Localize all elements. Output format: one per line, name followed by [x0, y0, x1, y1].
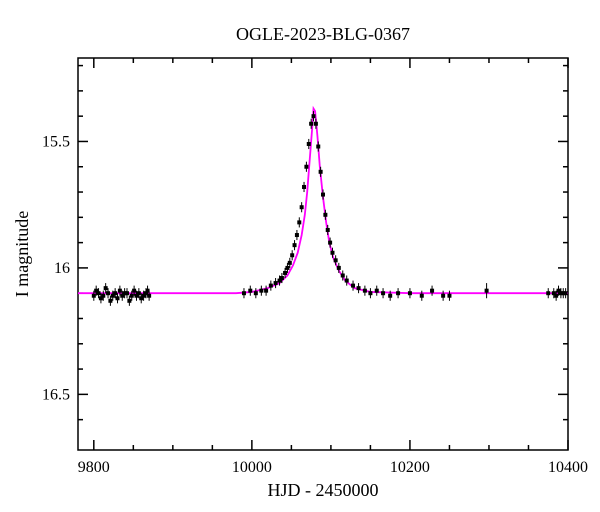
data-point: [295, 234, 298, 237]
data-point: [137, 292, 140, 295]
data-point: [109, 299, 112, 302]
plot-area: [78, 109, 568, 306]
data-point: [130, 294, 133, 297]
chart-svg: OGLE-2023-BLG-0367 9800 10000 10200 10400 15.…: [0, 0, 600, 512]
data-point: [300, 206, 303, 209]
data-point: [288, 261, 291, 264]
data-point: [146, 289, 149, 292]
y-tick-label: 16.5: [42, 386, 70, 403]
data-point: [352, 284, 355, 287]
data-point: [274, 282, 277, 285]
x-axis-label: HJD - 2450000: [268, 480, 379, 500]
data-point: [345, 279, 348, 282]
data-point: [104, 287, 107, 290]
data-point: [242, 292, 245, 295]
data-point: [133, 289, 136, 292]
data-point: [265, 289, 268, 292]
data-point: [564, 292, 567, 295]
data-point: [555, 294, 558, 297]
data-point: [389, 294, 392, 297]
y-axis-label: I magnitude: [12, 211, 32, 297]
data-point: [107, 292, 110, 295]
data-point: [397, 292, 400, 295]
data-point: [303, 185, 306, 188]
data-point: [126, 292, 129, 295]
data-point: [448, 294, 451, 297]
data-point: [305, 165, 308, 168]
data-point: [322, 193, 325, 196]
data-point: [310, 122, 313, 125]
data-point: [269, 284, 272, 287]
data-point: [369, 292, 372, 295]
data-point: [382, 292, 385, 295]
data-point: [326, 228, 329, 231]
chart-title: OGLE-2023-BLG-0367: [236, 24, 410, 44]
data-point: [114, 292, 117, 295]
data-point: [116, 297, 119, 300]
data-point: [92, 294, 95, 297]
lightcurve-chart: OGLE-2023-BLG-0367 9800 10000 10200 10400 15.…: [0, 0, 600, 512]
data-point: [317, 145, 320, 148]
data-point: [148, 294, 151, 297]
data-point: [341, 274, 344, 277]
x-tick-label: 10400: [548, 459, 588, 476]
data-point: [128, 299, 131, 302]
data-point: [260, 289, 263, 292]
data-point: [324, 213, 327, 216]
x-tick-label: 9800: [78, 459, 110, 476]
data-point: [420, 294, 423, 297]
data-point: [408, 292, 411, 295]
data-point: [254, 292, 257, 295]
data-point: [319, 170, 322, 173]
data-point: [547, 292, 550, 295]
data-point: [485, 289, 488, 292]
data-point: [284, 271, 287, 274]
data-point: [357, 287, 360, 290]
data-point: [331, 251, 334, 254]
data-point: [280, 277, 283, 280]
data-point: [293, 244, 296, 247]
data-point: [286, 266, 289, 269]
data-point: [431, 289, 434, 292]
data-point: [329, 241, 332, 244]
model-curve: [78, 109, 568, 294]
data-point: [291, 254, 294, 257]
data-point: [337, 266, 340, 269]
data-point: [102, 294, 105, 297]
plot-frame: [78, 58, 568, 450]
data-point: [312, 115, 315, 118]
data-point: [298, 221, 301, 224]
x-tick-label: 10000: [232, 459, 272, 476]
data-point: [307, 142, 310, 145]
data-point: [97, 292, 100, 295]
data-point: [249, 289, 252, 292]
x-tick-label: 10200: [390, 459, 430, 476]
data-point: [442, 294, 445, 297]
y-tick-label: 16: [54, 260, 70, 277]
data-point: [375, 289, 378, 292]
data-point: [334, 259, 337, 262]
data-point: [363, 289, 366, 292]
data-point: [118, 289, 121, 292]
y-tick-label: 15.5: [42, 133, 70, 150]
data-point: [314, 122, 317, 125]
